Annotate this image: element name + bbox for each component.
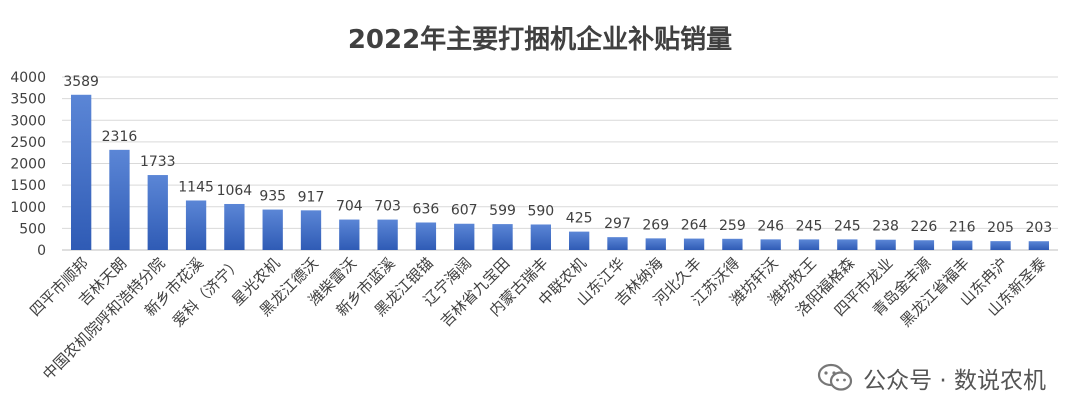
data-label: 917 bbox=[298, 189, 325, 205]
data-label: 590 bbox=[527, 203, 554, 219]
data-label: 238 bbox=[872, 219, 899, 235]
y-tick-label: 1500 bbox=[10, 178, 46, 194]
data-label: 226 bbox=[911, 219, 938, 235]
bar bbox=[837, 239, 858, 250]
bar bbox=[415, 222, 437, 250]
gridlines bbox=[62, 76, 1058, 251]
data-label: 205 bbox=[987, 220, 1014, 236]
bar bbox=[530, 224, 551, 250]
data-label: 245 bbox=[796, 218, 823, 234]
bar bbox=[224, 203, 245, 250]
bar bbox=[645, 238, 666, 250]
data-label: 2316 bbox=[102, 129, 138, 145]
data-label: 425 bbox=[566, 211, 593, 227]
watermark: 公众号 · 数说农机 bbox=[817, 358, 1046, 398]
y-tick-label: 2000 bbox=[10, 157, 46, 173]
bar bbox=[990, 241, 1011, 250]
data-label: 246 bbox=[757, 218, 784, 234]
y-axis: 0 500 1000 1500 2000 2500 3000 3500 4000 bbox=[10, 70, 46, 259]
chart-title: 2022年主要打捆机企业补贴销量 bbox=[348, 24, 732, 55]
y-tick-label: 4000 bbox=[10, 70, 46, 86]
bar bbox=[109, 149, 130, 250]
data-label: 599 bbox=[489, 203, 516, 219]
y-tick-label: 3500 bbox=[10, 92, 46, 108]
data-label: 703 bbox=[374, 199, 401, 215]
data-label: 935 bbox=[259, 189, 286, 205]
bar bbox=[722, 238, 743, 250]
data-label: 245 bbox=[834, 218, 861, 234]
data-label: 264 bbox=[681, 218, 708, 234]
y-tick-label: 3000 bbox=[10, 113, 46, 129]
bar bbox=[300, 210, 322, 250]
bar bbox=[71, 94, 92, 250]
bar bbox=[492, 224, 513, 250]
bar bbox=[952, 240, 973, 250]
bar bbox=[875, 239, 896, 250]
bar bbox=[607, 237, 628, 250]
x-tick-label: 四平市顺邦 bbox=[26, 254, 92, 320]
data-label: 1733 bbox=[140, 154, 176, 170]
watermark-text: 公众号 · 数说农机 bbox=[863, 368, 1046, 394]
y-tick-label: 1000 bbox=[10, 200, 46, 216]
bar bbox=[454, 223, 475, 250]
bar bbox=[1028, 241, 1049, 250]
data-label: 3589 bbox=[63, 74, 99, 90]
y-tick-label: 0 bbox=[37, 243, 46, 259]
data-label: 636 bbox=[413, 201, 440, 217]
bar bbox=[798, 239, 820, 250]
bar bbox=[147, 175, 168, 250]
wechat-icon bbox=[817, 363, 853, 391]
data-label: 259 bbox=[719, 218, 746, 234]
bar bbox=[377, 219, 398, 250]
data-label: 203 bbox=[1025, 220, 1052, 236]
bar bbox=[185, 200, 207, 250]
bar bbox=[683, 238, 705, 250]
y-tick-label: 500 bbox=[19, 221, 46, 237]
bar bbox=[339, 219, 360, 250]
bar bbox=[913, 240, 935, 250]
data-label: 607 bbox=[451, 203, 478, 219]
data-label: 1145 bbox=[178, 179, 214, 195]
data-label: 297 bbox=[604, 216, 631, 232]
data-label: 216 bbox=[949, 220, 976, 236]
bar bbox=[569, 231, 590, 250]
data-label: 1064 bbox=[217, 183, 253, 199]
bar bbox=[262, 209, 283, 250]
data-label: 269 bbox=[642, 217, 669, 233]
bar bbox=[760, 239, 781, 250]
bars bbox=[71, 94, 1049, 250]
y-tick-label: 2500 bbox=[10, 135, 46, 151]
data-label: 704 bbox=[336, 199, 363, 215]
